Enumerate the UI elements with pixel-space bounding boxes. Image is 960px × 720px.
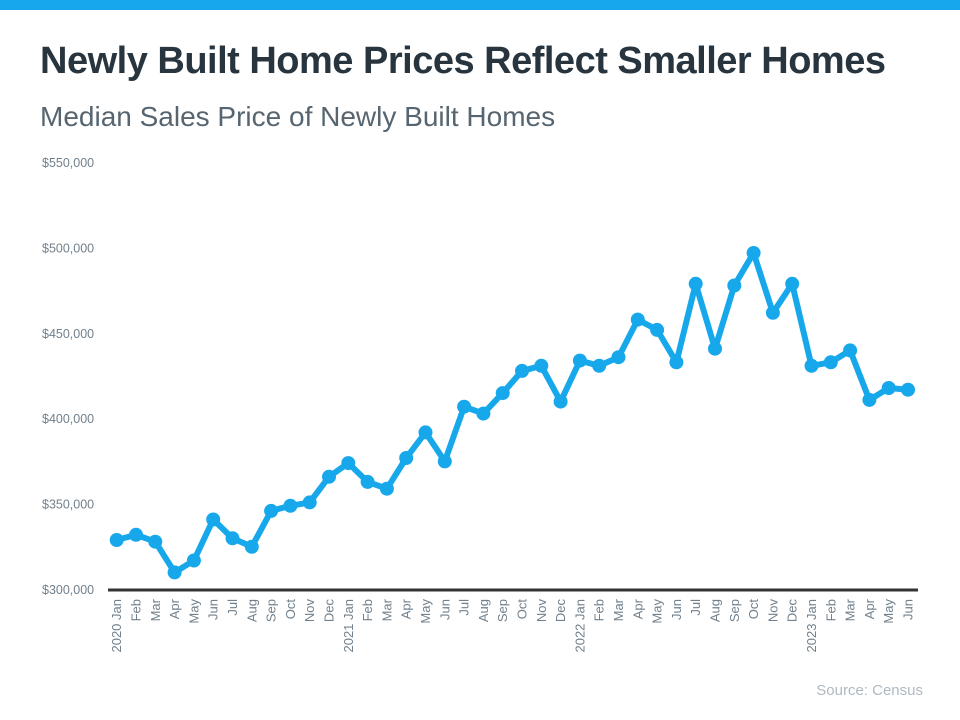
x-axis-tick-label: Sep <box>495 599 510 622</box>
data-point <box>688 276 703 291</box>
data-point <box>611 350 626 365</box>
data-point <box>746 246 761 260</box>
data-point <box>360 474 375 489</box>
x-axis-tick-label: Oct <box>515 599 530 620</box>
data-point <box>379 481 394 496</box>
source-note: Source: Census <box>816 682 923 699</box>
x-axis-tick-label: May <box>881 599 896 624</box>
y-axis-tick-label: $400,000 <box>42 412 94 426</box>
data-point <box>148 534 163 549</box>
top-accent-bar <box>0 0 960 10</box>
data-point <box>727 278 742 293</box>
x-axis-tick-label: Jul <box>225 599 240 616</box>
x-axis-tick-label: Apr <box>862 598 877 619</box>
data-point <box>283 498 298 513</box>
data-point <box>399 451 414 465</box>
y-axis-tick-label: $450,000 <box>42 327 94 341</box>
x-axis-tick-label: Nov <box>534 599 549 623</box>
x-axis-tick-label: 2023 Jan <box>804 599 819 653</box>
x-axis-tick-label: Oct <box>283 599 298 620</box>
x-axis-tick-label: Apr <box>399 598 414 619</box>
x-axis-tick-label: Feb <box>823 599 838 621</box>
x-axis-tick-label: Jun <box>437 599 452 620</box>
x-axis-tick-label: Dec <box>785 599 800 623</box>
x-axis-tick-label: Nov <box>765 599 780 623</box>
x-axis-tick-label: May <box>418 599 433 624</box>
data-point <box>650 322 665 337</box>
x-axis-tick-label: Oct <box>746 599 761 620</box>
x-axis-tick-label: Sep <box>264 599 279 622</box>
y-axis-tick-label: $500,000 <box>42 241 94 255</box>
y-axis-tick-label: $550,000 <box>42 156 94 170</box>
data-point <box>765 305 780 320</box>
data-point <box>708 341 722 356</box>
data-point <box>302 495 317 510</box>
x-axis-tick-label: Mar <box>843 598 858 621</box>
data-point <box>862 392 877 407</box>
data-point <box>167 565 182 580</box>
data-point <box>186 553 201 568</box>
data-point <box>206 512 221 527</box>
data-point <box>630 312 645 327</box>
data-point <box>341 456 356 471</box>
data-point <box>109 533 124 547</box>
data-point <box>437 454 452 469</box>
x-axis-tick-label: Feb <box>592 599 607 621</box>
x-axis-tick-label: Nov <box>302 599 317 623</box>
x-axis-tick-label: 2022 Jan <box>572 599 587 653</box>
data-point <box>476 406 491 421</box>
data-point <box>901 382 915 397</box>
x-axis-tick-label: Jun <box>901 599 916 620</box>
x-axis-tick-label: Apr <box>167 598 182 619</box>
x-axis-tick-label: Sep <box>727 599 742 622</box>
x-axis-tick-label: Aug <box>244 599 259 622</box>
x-axis-tick-label: Jun <box>206 599 221 620</box>
data-point <box>553 394 568 409</box>
x-axis-tick-label: Mar <box>148 598 163 621</box>
data-point <box>843 343 858 358</box>
x-axis-tick-label: Feb <box>360 599 375 621</box>
data-point <box>534 358 549 373</box>
x-axis-tick-label: Dec <box>553 599 568 623</box>
data-point <box>322 469 336 484</box>
data-point <box>244 539 259 554</box>
x-axis-tick-label: Mar <box>611 598 626 621</box>
x-axis-tick-label: May <box>186 599 201 624</box>
x-axis-tick-label: Jun <box>669 599 684 620</box>
x-axis-tick-label: Apr <box>630 598 645 619</box>
x-axis-tick-label: Dec <box>322 599 337 623</box>
data-point <box>592 358 607 373</box>
data-point <box>225 531 240 546</box>
x-axis-tick-label: Aug <box>708 599 723 622</box>
x-axis-tick-label: Jul <box>457 599 472 616</box>
y-axis-tick-label: $350,000 <box>42 498 94 512</box>
x-axis-tick-label: Mar <box>379 598 394 621</box>
data-point <box>669 355 684 370</box>
data-point <box>823 355 838 370</box>
data-point <box>457 399 472 414</box>
page-title: Newly Built Home Prices Reflect Smaller … <box>40 40 886 82</box>
data-line <box>113 250 911 576</box>
x-axis-tick-label: Aug <box>476 599 491 622</box>
data-point <box>418 425 433 440</box>
data-point <box>515 363 529 378</box>
x-axis-tick-label: 2020 Jan <box>109 599 124 653</box>
data-point <box>572 353 587 368</box>
chart-subtitle: Median Sales Price of Newly Built Homes <box>40 101 556 132</box>
data-point <box>264 503 279 518</box>
x-axis-tick-label: Jul <box>688 599 703 616</box>
data-point <box>785 276 800 291</box>
x-axis-tick-label: May <box>650 599 665 624</box>
data-point <box>129 527 143 542</box>
x-axis-tick-label: 2021 Jan <box>341 599 356 653</box>
data-point <box>804 358 819 373</box>
x-axis-tick-label: Feb <box>129 599 144 621</box>
y-axis-tick-label: $300,000 <box>42 583 94 597</box>
data-point <box>881 381 896 395</box>
data-point <box>495 386 510 401</box>
